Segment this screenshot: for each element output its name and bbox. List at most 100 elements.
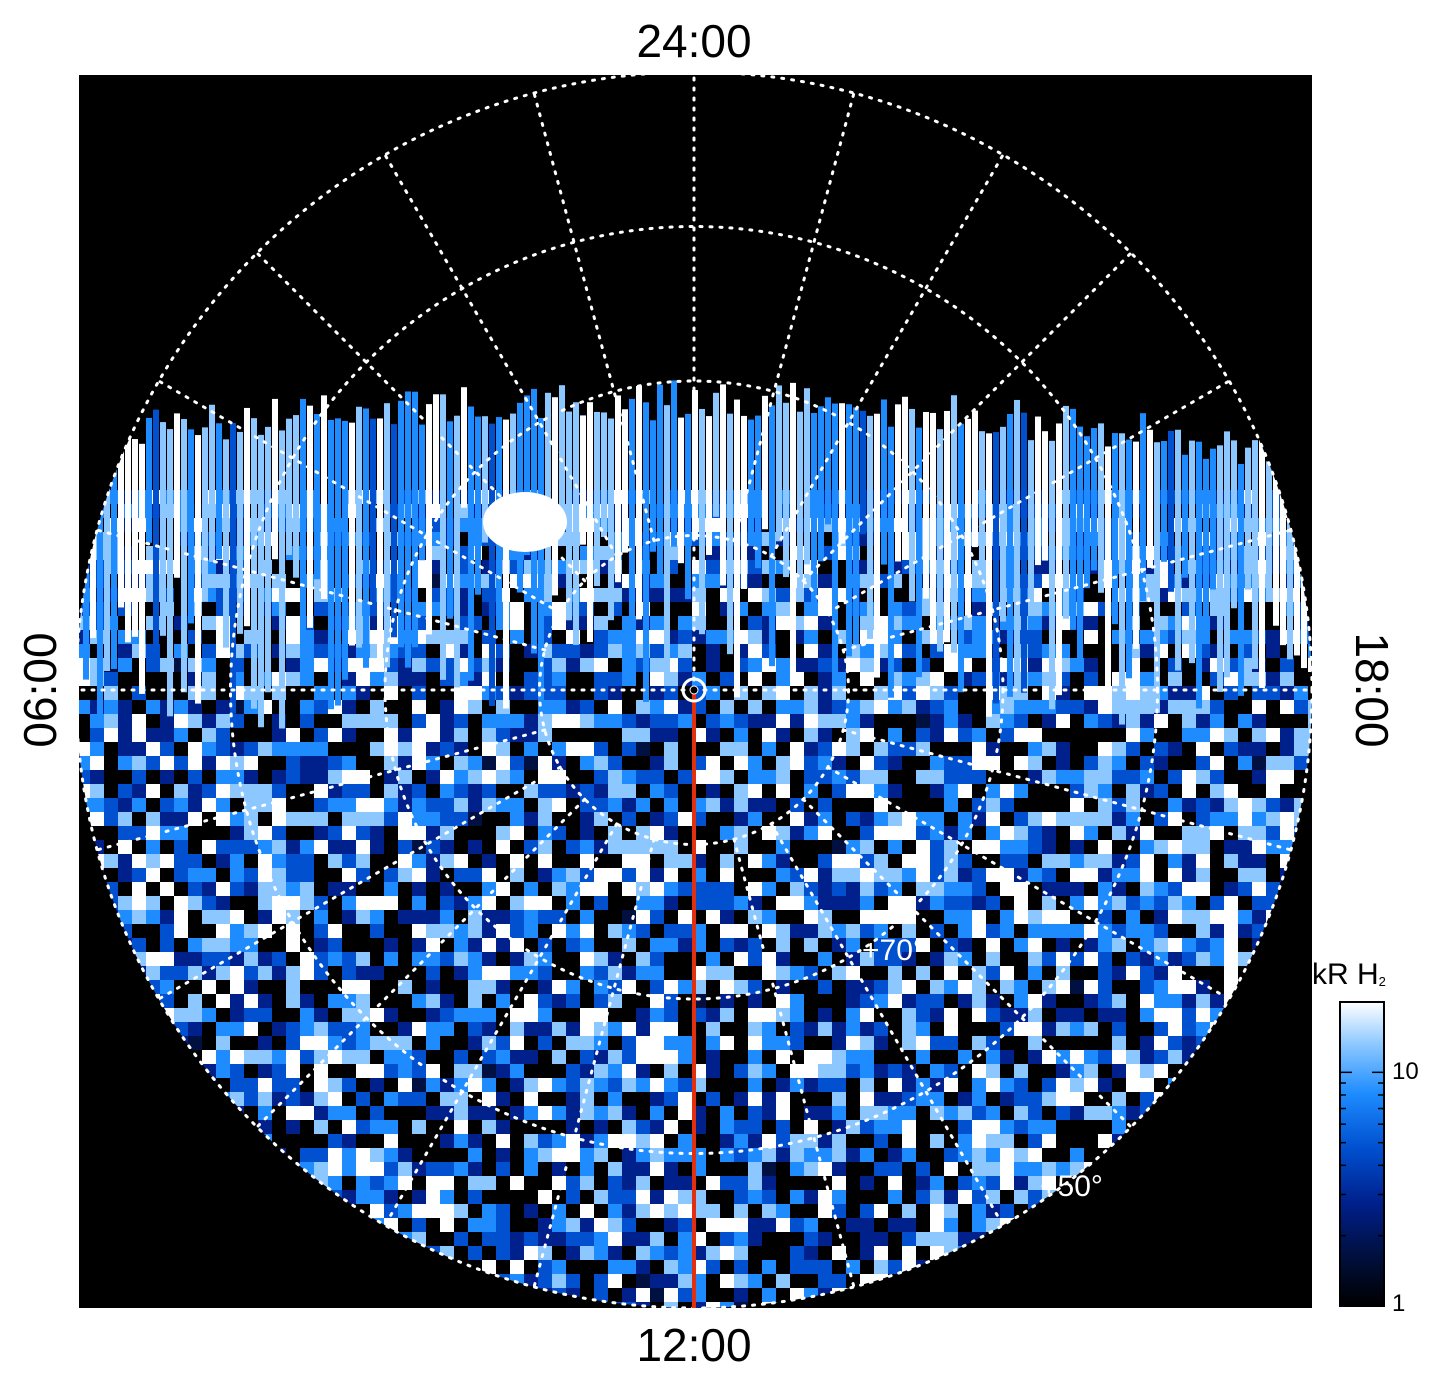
emission-cell <box>1126 714 1141 729</box>
emission-cell <box>566 1008 581 1023</box>
emission-cell <box>356 826 371 841</box>
emission-cell <box>776 854 791 869</box>
emission-cell <box>258 924 273 939</box>
emission-cell <box>930 784 945 799</box>
emission-cell <box>1014 1120 1029 1135</box>
emission-cell <box>188 1008 203 1023</box>
emission-cell <box>79 770 91 785</box>
emission-cell <box>594 742 609 757</box>
emission-cell <box>804 938 819 953</box>
auroral-streak <box>1259 435 1265 688</box>
emission-cell <box>622 1064 637 1079</box>
emission-cell <box>356 952 371 967</box>
emission-cell <box>202 630 217 645</box>
emission-cell <box>944 1106 959 1121</box>
emission-cell <box>622 1162 637 1177</box>
emission-cell <box>622 1274 637 1289</box>
emission-cell <box>412 784 427 799</box>
emission-cell <box>1154 728 1169 743</box>
emission-cell <box>762 756 777 771</box>
emission-cell <box>678 896 693 911</box>
emission-cell <box>1266 686 1281 701</box>
auroral-streak <box>1007 413 1013 697</box>
emission-cell <box>286 882 301 897</box>
emission-cell <box>776 1190 791 1205</box>
emission-cell <box>944 1204 959 1219</box>
emission-cell <box>566 1064 581 1079</box>
emission-cell <box>356 882 371 897</box>
emission-cell <box>748 1106 763 1121</box>
emission-cell <box>1266 826 1281 841</box>
emission-cell <box>328 882 343 897</box>
emission-cell <box>622 1176 637 1191</box>
emission-cell <box>1084 1050 1099 1065</box>
emission-cell <box>762 924 777 939</box>
emission-cell <box>1070 798 1085 813</box>
emission-cell <box>594 1078 609 1093</box>
emission-cell <box>272 826 287 841</box>
emission-cell <box>1098 1106 1113 1121</box>
emission-cell <box>1168 770 1183 785</box>
emission-cell <box>580 1036 595 1051</box>
emission-cell <box>328 812 343 827</box>
emission-cell <box>902 1218 917 1233</box>
emission-cell <box>510 1162 525 1177</box>
emission-cell <box>636 1064 651 1079</box>
emission-cell <box>734 1036 749 1051</box>
emission-cell <box>594 1176 609 1191</box>
emission-cell <box>314 658 329 673</box>
emission-cell <box>636 840 651 855</box>
emission-cell <box>650 938 665 953</box>
emission-cell <box>1266 728 1281 743</box>
emission-cell <box>1070 896 1085 911</box>
emission-cell <box>216 938 231 953</box>
emission-cell <box>482 1134 497 1149</box>
emission-cell <box>524 1190 539 1205</box>
emission-cell <box>174 700 189 715</box>
emission-cell <box>818 896 833 911</box>
emission-cell <box>1182 994 1197 1009</box>
emission-cell <box>1266 868 1281 883</box>
emission-cell <box>1098 1050 1113 1065</box>
emission-cell <box>1168 672 1183 687</box>
emission-cell <box>1056 966 1071 981</box>
emission-cell <box>1140 1064 1155 1079</box>
emission-cell <box>188 742 203 757</box>
emission-cell <box>216 910 231 925</box>
emission-cell <box>860 1050 875 1065</box>
emission-cell <box>496 1232 511 1247</box>
emission-cell <box>1210 994 1225 1009</box>
emission-cell <box>818 980 833 995</box>
emission-cell <box>1280 770 1295 785</box>
emission-cell <box>1028 1036 1043 1051</box>
emission-cell <box>412 658 427 673</box>
emission-cell <box>1126 756 1141 771</box>
emission-cell <box>888 728 903 743</box>
emission-cell <box>916 1092 931 1107</box>
emission-cell <box>188 938 203 953</box>
emission-cell <box>860 686 875 701</box>
emission-cell <box>860 1078 875 1093</box>
emission-cell <box>636 980 651 995</box>
auroral-streak <box>370 418 376 604</box>
auroral-streak <box>1231 440 1237 609</box>
emission-cell <box>370 854 385 869</box>
emission-cell <box>972 882 987 897</box>
emission-cell <box>454 1148 469 1163</box>
emission-cell <box>846 868 861 883</box>
emission-cell <box>594 882 609 897</box>
emission-cell <box>650 966 665 981</box>
emission-cell <box>468 1190 483 1205</box>
emission-cell <box>356 910 371 925</box>
emission-cell <box>1098 980 1113 995</box>
emission-cell <box>790 1246 805 1261</box>
emission-cell <box>398 924 413 939</box>
emission-cell <box>958 1190 973 1205</box>
emission-cell <box>1308 672 1312 687</box>
emission-cell <box>916 1162 931 1177</box>
emission-cell <box>468 1036 483 1051</box>
emission-cell <box>202 658 217 673</box>
emission-cell <box>650 910 665 925</box>
emission-cell <box>412 1064 427 1079</box>
emission-cell <box>1210 952 1225 967</box>
